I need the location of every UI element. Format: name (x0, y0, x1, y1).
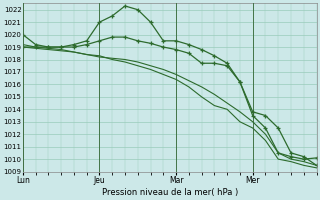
X-axis label: Pression niveau de la mer( hPa ): Pression niveau de la mer( hPa ) (101, 188, 238, 197)
